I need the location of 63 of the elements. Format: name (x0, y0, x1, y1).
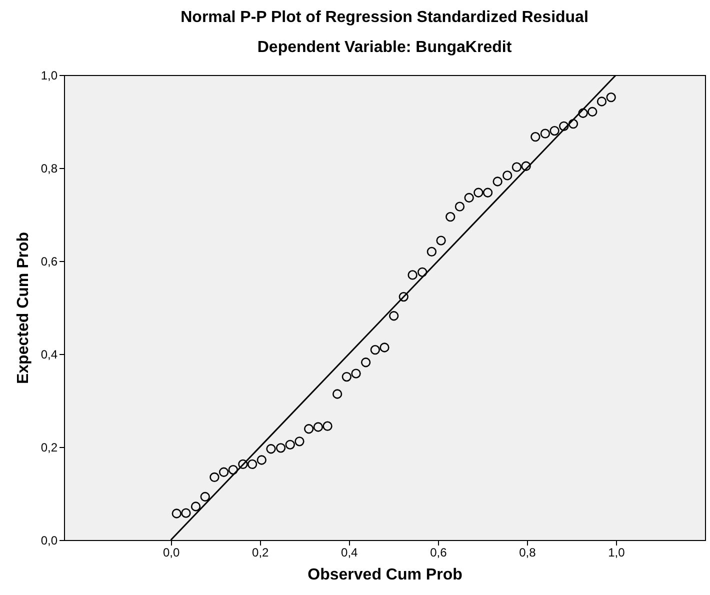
point (210, 472, 220, 482)
point (454, 202, 465, 212)
y-tick-label: 0,4 (40, 348, 58, 362)
point (596, 96, 607, 106)
x-tick-label: 0,8 (519, 546, 536, 560)
point (492, 176, 502, 186)
point (389, 311, 399, 321)
point (426, 246, 437, 257)
point (342, 372, 352, 382)
x-tick-label: 0,4 (341, 546, 358, 560)
point (322, 421, 332, 431)
point (446, 212, 456, 222)
point (256, 455, 266, 465)
point (332, 389, 342, 399)
point (559, 121, 569, 131)
x-tick-label: 0,6 (430, 546, 448, 560)
point (360, 358, 371, 368)
point (502, 170, 512, 180)
chart-subtitle: Dependent Variable: BungaKredit (257, 39, 512, 56)
point (408, 270, 418, 280)
x-axis-title: Observed Cum Prob (308, 566, 463, 584)
point (418, 267, 428, 277)
point (530, 132, 540, 142)
point (172, 508, 182, 518)
x-tick-label: 0,0 (162, 546, 180, 560)
x-tick-label: 0,2 (252, 546, 270, 560)
point (482, 188, 493, 198)
y-tick-label: 1,0 (40, 68, 58, 82)
point (568, 119, 578, 129)
point (380, 342, 390, 352)
point (512, 162, 522, 172)
point (351, 368, 361, 378)
point (578, 108, 588, 118)
point (238, 459, 248, 470)
point (436, 236, 446, 246)
point (304, 424, 314, 434)
point (294, 436, 304, 446)
y-tick-label: 0,0 (40, 534, 58, 548)
point (313, 422, 324, 432)
point (200, 492, 210, 502)
point (521, 161, 531, 171)
point (266, 444, 276, 454)
chart-title: Normal P-P Plot of Regression Standardized Residual (180, 9, 588, 26)
point (540, 128, 550, 138)
y-tick-label: 0,6 (40, 254, 58, 268)
point (588, 106, 598, 117)
y-tick-label: 0,2 (40, 440, 58, 454)
point (218, 467, 229, 477)
point (474, 188, 484, 198)
point (550, 126, 560, 136)
point (181, 508, 191, 518)
y-axis-title: Expected Cum Prob (14, 232, 32, 384)
point (606, 92, 616, 102)
point (464, 192, 474, 203)
point (228, 464, 238, 475)
point (276, 443, 286, 453)
y-tick-label: 0,8 (40, 162, 58, 176)
point (247, 459, 258, 470)
point (190, 502, 201, 512)
x-tick-label: 1,0 (608, 546, 626, 560)
point (285, 440, 295, 450)
point (370, 344, 380, 355)
point (398, 292, 408, 302)
